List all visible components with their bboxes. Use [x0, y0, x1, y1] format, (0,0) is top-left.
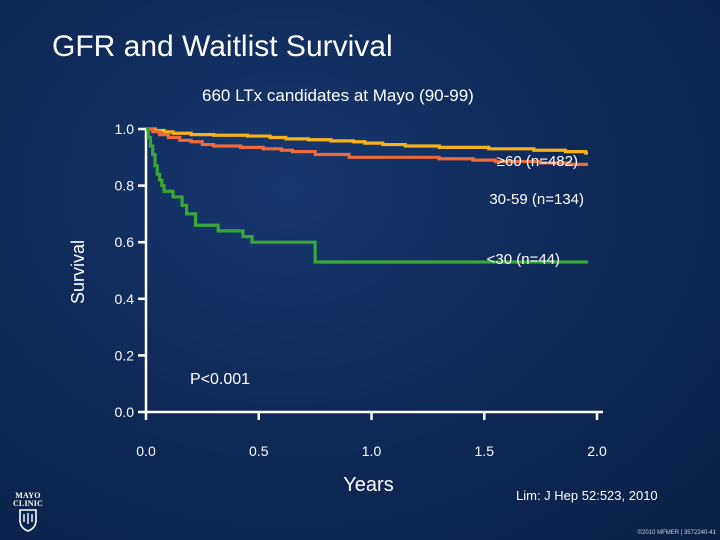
- x-tick-label-3: 1.5: [475, 443, 495, 459]
- y-tick-label-4: 0.8: [115, 178, 135, 194]
- p-value-annotation: P<0.001: [190, 371, 250, 388]
- y-tick-label-1: 0.2: [115, 347, 135, 363]
- series-lines: [146, 127, 588, 264]
- y-tick-label-5: 1.0: [115, 121, 135, 137]
- series-label-2: <30 (n=44): [487, 251, 560, 268]
- series-line-1: [146, 127, 588, 166]
- citation: Lim: J Hep 52:523, 2010: [516, 488, 658, 503]
- x-tick-label-2: 1.0: [362, 443, 382, 459]
- chart-labels: 0.0 0.2 0.4 0.6 0.8 1.0 0.0 0.5 1.0 1.5 2.0 Years Su…: [68, 121, 607, 496]
- shield-icon: [19, 509, 37, 532]
- y-tick-label-3: 0.6: [115, 234, 135, 250]
- y-axis-title: Survival: [68, 240, 88, 304]
- copyright: ©2010 MFMER | 3572240-41: [637, 530, 716, 536]
- x-tick-label-4: 2.0: [587, 443, 607, 459]
- series-label-1: 30-59 (n=134): [489, 191, 584, 208]
- series-line-0: [146, 127, 588, 155]
- x-tick-label-0: 0.0: [136, 443, 156, 459]
- slide-title: GFR and Waitlist Survival: [52, 30, 393, 63]
- logo-line-2: CLINIC: [12, 499, 44, 508]
- chart-subtitle: 660 LTx candidates at Mayo (90-99): [202, 86, 474, 105]
- x-tick-label-1: 0.5: [249, 443, 269, 459]
- logo-line-1: MAYO: [15, 491, 41, 500]
- series-line-2: [146, 127, 588, 264]
- y-tick-label-2: 0.4: [115, 291, 135, 307]
- series-label-0: ≥60 (n=482): [497, 153, 578, 170]
- axes: [138, 127, 603, 420]
- mayo-clinic-logo: MAYO CLINIC: [8, 492, 48, 536]
- x-axis-title: Years: [343, 474, 393, 496]
- y-tick-label-0: 0.0: [115, 404, 135, 420]
